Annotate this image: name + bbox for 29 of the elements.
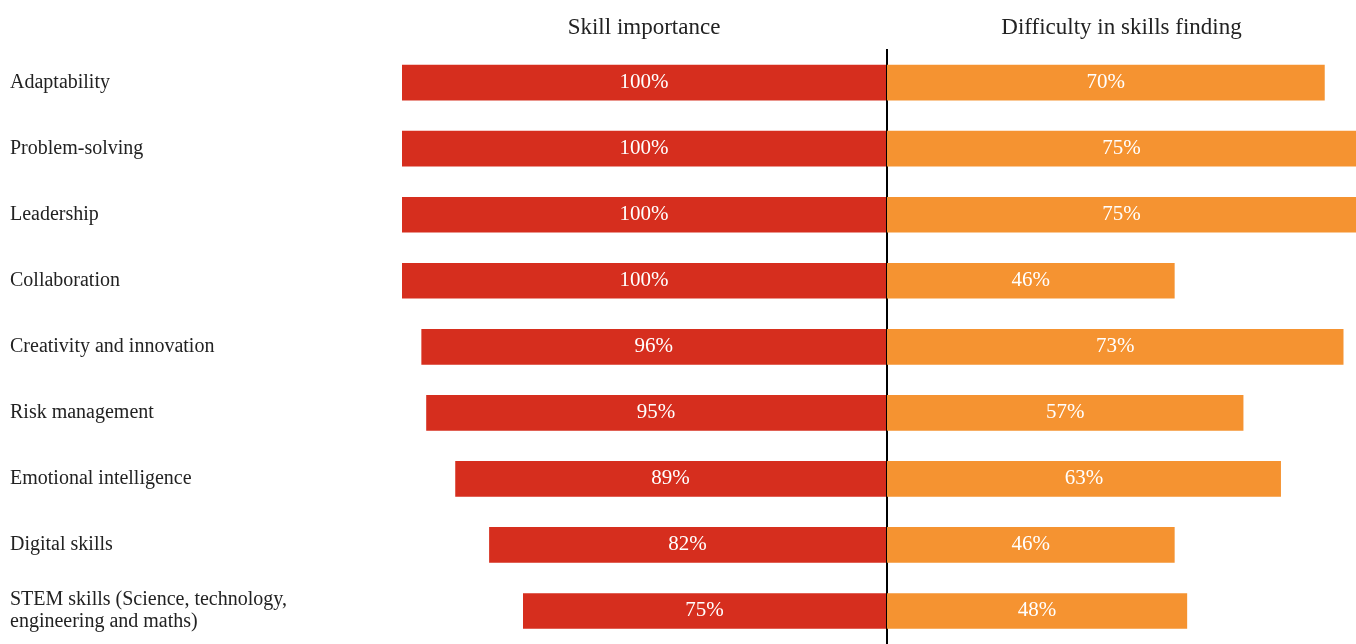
- data-label: 89%: [651, 465, 690, 490]
- y-tick-label: Leadership: [10, 201, 99, 225]
- data-label: 75%: [1102, 135, 1141, 160]
- data-label: 75%: [685, 597, 724, 622]
- data-label: 63%: [1064, 465, 1104, 490]
- data-label: 82%: [668, 531, 707, 556]
- data-label: 100%: [619, 201, 669, 226]
- data-label: 100%: [619, 135, 669, 160]
- data-label: 46%: [1011, 531, 1051, 556]
- y-tick-label: STEM skills (Science, technology, engineering and maths): [10, 587, 287, 633]
- y-tick-label: Risk management: [10, 400, 155, 424]
- y-tick-label: Emotional intelligence: [10, 466, 192, 490]
- data-label: 48%: [1017, 597, 1057, 622]
- y-tick-label: Adaptability: [10, 69, 110, 93]
- data-label: 100%: [619, 69, 669, 94]
- y-tick-label: Creativity and innovation: [10, 334, 215, 358]
- data-label: 75%: [1102, 201, 1141, 226]
- data-label: 46%: [1011, 267, 1051, 292]
- data-label: 100%: [619, 267, 669, 292]
- y-tick-label: Problem-solving: [10, 135, 144, 159]
- y-tick-label: Collaboration: [10, 268, 120, 291]
- chart-title: Difficulty in skills finding: [1001, 13, 1243, 39]
- chart-title: Skill importance: [567, 13, 721, 39]
- y-tick-label: Digital skills: [10, 532, 113, 556]
- data-label: 57%: [1045, 399, 1085, 424]
- data-label: 95%: [636, 399, 676, 424]
- data-label: 70%: [1086, 69, 1126, 94]
- data-label: 73%: [1096, 333, 1135, 358]
- data-label: 96%: [634, 333, 673, 358]
